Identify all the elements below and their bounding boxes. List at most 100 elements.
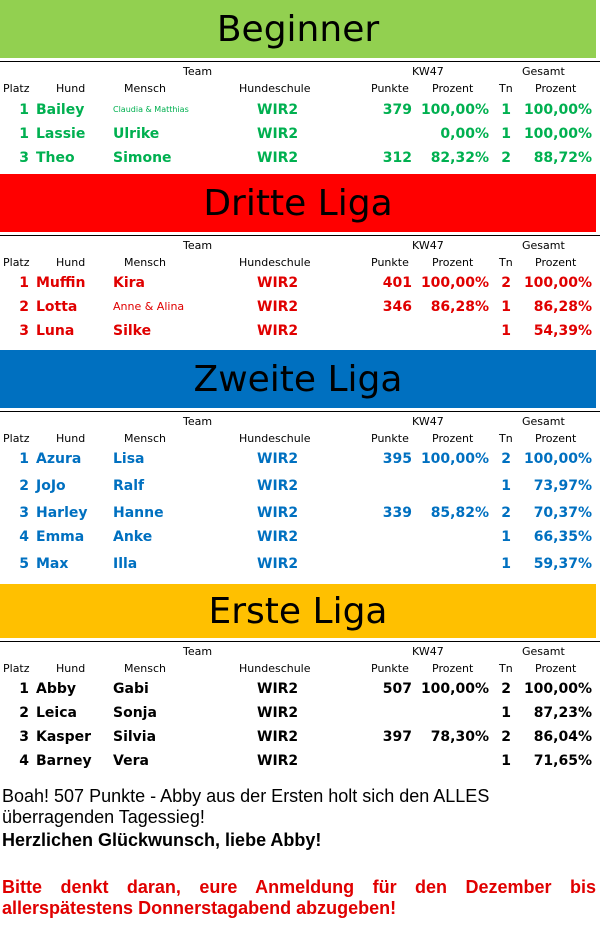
cell-platz: 4 (19, 753, 29, 769)
cell-hund: Theo (36, 150, 75, 166)
cell-schule: WIR2 (257, 451, 299, 467)
cell-mensch: Simone (113, 150, 172, 166)
header-hundeschule: Hundeschule (239, 256, 311, 269)
cell-tn: 2 (501, 150, 511, 166)
header-mensch: Mensch (124, 82, 166, 95)
cell-platz: 5 (19, 556, 29, 572)
cell-platz: 1 (19, 681, 29, 697)
header-kw: KW47 (412, 65, 444, 78)
header-platz: Platz (3, 662, 30, 675)
header-prozent: Prozent (432, 432, 474, 445)
header-hund: Hund (56, 256, 86, 269)
header-tn: Tn (499, 662, 513, 675)
cell-gesamt: 88,72% (533, 150, 592, 166)
league-banner: Erste Liga (0, 584, 596, 638)
cell-schule: WIR2 (257, 729, 299, 745)
cell-platz: 3 (19, 323, 29, 339)
header-hund: Hund (56, 432, 86, 445)
cell-hund: Emma (36, 529, 85, 545)
cell-tn: 2 (501, 505, 511, 521)
header-punkte: Punkte (371, 432, 409, 445)
header-team: Team (183, 415, 213, 428)
header-gesamt: Gesamt (522, 415, 565, 428)
cell-tn: 2 (501, 451, 511, 467)
cell-mensch: Anke (113, 529, 153, 545)
cell-punkte: 507 (382, 681, 412, 697)
cell-prozent: 78,30% (430, 729, 489, 745)
cell-prozent: 86,28% (430, 299, 489, 315)
header-gesamt: Gesamt (522, 645, 565, 658)
table-row: 2 JoJo Ralf WIR2 1 73,97% (0, 474, 600, 498)
cell-punkte: 339 (382, 505, 412, 521)
cell-prozent: 100,00% (420, 275, 489, 291)
cell-schule: WIR2 (257, 556, 299, 572)
winner-note: Boah! 507 Punkte - Abby aus der Ersten h… (2, 786, 490, 827)
table-group-header: Team KW47 Gesamt (0, 61, 600, 80)
cell-hund: Azura (36, 451, 82, 467)
cell-gesamt: 100,00% (523, 451, 592, 467)
cell-platz: 1 (19, 451, 29, 467)
cell-punkte: 312 (382, 150, 412, 166)
cell-hund: Leica (36, 705, 77, 721)
cell-tn: 1 (501, 556, 511, 572)
cell-gesamt: 66,35% (533, 529, 592, 545)
congratulations-note: Herzlichen Glückwunsch, liebe Abby! (2, 830, 322, 850)
cell-platz: 3 (19, 505, 29, 521)
cell-prozent: 100,00% (420, 102, 489, 118)
cell-punkte: 379 (382, 102, 412, 118)
cell-tn: 2 (501, 275, 511, 291)
cell-punkte: 395 (382, 451, 412, 467)
header-hundeschule: Hundeschule (239, 82, 311, 95)
cell-tn: 1 (501, 705, 511, 721)
table-row: 1 Muffin Kira WIR2 401 100,00% 2 100,00% (0, 271, 600, 295)
header-mensch: Mensch (124, 256, 166, 269)
table-column-header: Platz Hund Mensch Hundeschule Punkte Prozent T… (0, 253, 600, 271)
header-prozent: Prozent (432, 662, 474, 675)
header-gesamt: Gesamt (522, 65, 565, 78)
cell-schule: WIR2 (257, 150, 299, 166)
header-punkte: Punkte (371, 662, 409, 675)
cell-gesamt: 70,37% (533, 505, 592, 521)
cell-hund: Kasper (36, 729, 92, 745)
cell-mensch: Silke (113, 323, 152, 339)
cell-tn: 1 (501, 126, 511, 142)
cell-punkte: 346 (382, 299, 412, 315)
cell-hund: Harley (36, 505, 88, 521)
cell-platz: 2 (19, 478, 29, 494)
header-kw: KW47 (412, 415, 444, 428)
header-kw: KW47 (412, 645, 444, 658)
cell-platz: 3 (19, 729, 29, 745)
cell-platz: 2 (19, 299, 29, 315)
header-punkte: Punkte (371, 82, 409, 95)
cell-platz: 2 (19, 705, 29, 721)
cell-schule: WIR2 (257, 705, 299, 721)
registration-reminder: Bitte denkt daran, eure Anmeldung für de… (2, 877, 596, 918)
cell-gesamt: 87,23% (533, 705, 592, 721)
cell-mensch: Claudia & Matthias (113, 105, 189, 114)
header-prozent2: Prozent (535, 432, 577, 445)
header-mensch: Mensch (124, 662, 166, 675)
cell-gesamt: 86,28% (533, 299, 592, 315)
header-platz: Platz (3, 82, 30, 95)
header-punkte: Punkte (371, 256, 409, 269)
league-banner: Zweite Liga (0, 350, 596, 408)
header-platz: Platz (3, 256, 30, 269)
table-group-header: Team KW47 Gesamt (0, 235, 600, 254)
cell-tn: 1 (501, 529, 511, 545)
cell-gesamt: 100,00% (523, 102, 592, 118)
cell-gesamt: 59,37% (533, 556, 592, 572)
cell-mensch: Kira (113, 275, 145, 291)
cell-schule: WIR2 (257, 529, 299, 545)
cell-tn: 1 (501, 102, 511, 118)
cell-prozent: 82,32% (430, 150, 489, 166)
header-team: Team (183, 645, 213, 658)
cell-prozent: 0,00% (440, 126, 489, 142)
cell-mensch: Sonja (113, 705, 157, 721)
cell-gesamt: 54,39% (533, 323, 592, 339)
cell-mensch: Hanne (113, 505, 164, 521)
table-row: 1 Azura Lisa WIR2 395 100,00% 2 100,00% (0, 447, 600, 471)
header-hund: Hund (56, 662, 86, 675)
cell-platz: 1 (19, 126, 29, 142)
table-row: 5 Max Illa WIR2 1 59,37% (0, 552, 600, 576)
header-hundeschule: Hundeschule (239, 432, 311, 445)
